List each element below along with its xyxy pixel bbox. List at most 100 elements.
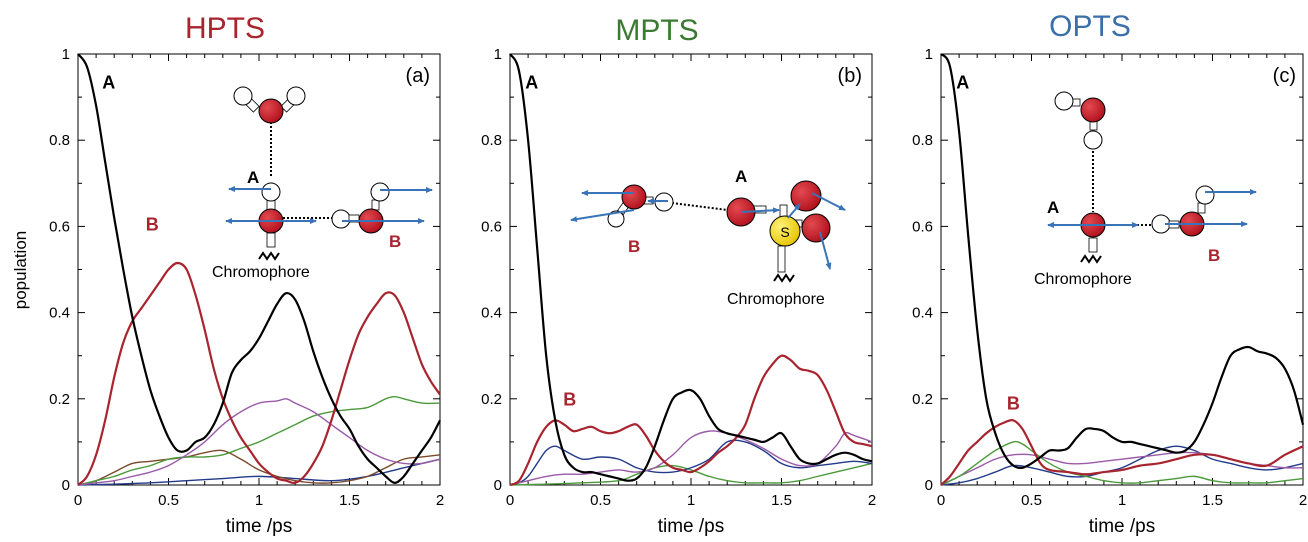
series-line	[940, 53, 1305, 469]
hydrogen-atom	[286, 86, 306, 106]
bond-stick	[1197, 202, 1206, 214]
panel-hpts: HPTS 0 0.5 1 1.5 200.20.40.60.81 AB (a) time…	[49, 12, 444, 537]
x-tick-label: 2	[436, 492, 444, 509]
bond-stick	[1088, 237, 1098, 253]
x-tick-label: 1.5	[339, 492, 360, 509]
motion-arrow	[819, 231, 832, 270]
chromophore-squiggle	[1080, 254, 1102, 264]
series-line	[940, 440, 1304, 486]
y-tick-label: 0.2	[912, 391, 933, 408]
series-line	[509, 354, 873, 487]
x-tick-label: 0	[937, 492, 945, 509]
series-line	[509, 53, 873, 482]
y-tick-label: 0	[62, 477, 70, 494]
inset-label-a: A	[735, 167, 747, 186]
hydrogen-atom	[261, 182, 281, 202]
bond-line	[671, 202, 729, 211]
series-line	[509, 430, 873, 486]
inset-label-chromophore: Chromophore	[727, 291, 825, 308]
x-tick-label: 0.5	[1021, 492, 1042, 509]
x-axis-label: time /ps	[658, 516, 725, 537]
x-tick-label: 1	[255, 492, 263, 509]
x-tick-label: 2	[1299, 492, 1307, 509]
molecule-inset: A B Chromophore	[1034, 91, 1257, 288]
y-tick-label: 1	[494, 46, 502, 63]
motion-arrow	[570, 209, 635, 223]
x-tick-label: 1.5	[1202, 492, 1223, 509]
x-axis-label: time /ps	[226, 516, 293, 537]
series-layer: AB	[509, 53, 873, 487]
motion-arrow	[740, 207, 780, 214]
y-axis-label: population	[11, 231, 30, 309]
hydrogen-atom	[233, 86, 253, 106]
y-tick-label: 0.6	[481, 218, 502, 235]
oxygen-atom	[258, 98, 284, 124]
y-tick-label: 0.2	[481, 391, 502, 408]
panel-title: MPTS	[615, 14, 698, 47]
axis-ticks: 0 0.5 1 1.5 2 0 0.2 0.4 0.6 0.8 1	[912, 46, 1307, 509]
y-tick-label: 0.4	[481, 305, 502, 322]
inset-label-sulfur: S	[780, 224, 789, 240]
panel-mpts: MPTS 0 0.5 1 1.5 200.20.40.60.81 AB (b) time…	[481, 14, 876, 537]
series-line	[77, 261, 441, 486]
chromophore-squiggle	[773, 273, 795, 283]
inset-label-chromophore: Chromophore	[212, 264, 310, 281]
hydrogen-atom	[1054, 91, 1074, 111]
x-tick-label: 0	[506, 492, 514, 509]
panel-opts: OPTS 0 0.5 1 1.5 200.20.40.60.81 AB (c) time…	[912, 10, 1307, 537]
axis-ticks: 0 0.5 1 1.5 2 0 0.2 0.4 0.6 0.8 1	[49, 46, 444, 509]
bond-stick	[779, 204, 788, 218]
inset-label-b: B	[389, 232, 401, 251]
bond-stick	[777, 245, 786, 273]
panel-title: HPTS	[185, 12, 265, 45]
x-tick-label: 0.5	[158, 492, 179, 509]
axis-ticks: 0 0.5 1 1.5 2 0 0.2 0.4 0.6 0.8 1	[481, 46, 876, 509]
curve-label: A	[956, 72, 969, 92]
series-layer: AB	[940, 53, 1305, 486]
hydrogen-atom	[331, 209, 351, 229]
series-layer: AB	[77, 53, 441, 486]
motion-arrow	[787, 203, 801, 219]
x-tick-label: 1	[687, 492, 695, 509]
chromophore-squiggle	[258, 251, 280, 261]
series-line	[77, 395, 441, 486]
hydrogen-atom	[1195, 185, 1215, 205]
y-tick-label: 0.4	[912, 305, 933, 322]
bond-stick	[371, 199, 380, 211]
series-line	[77, 458, 441, 486]
inset-label-a: A	[247, 168, 259, 187]
curve-label: B	[563, 389, 576, 409]
bond-stick	[266, 232, 276, 248]
hydrogen-atom	[607, 210, 625, 228]
panel-title: OPTS	[1049, 10, 1131, 43]
inset-label-b: B	[628, 237, 640, 256]
inset-label-a: A	[1047, 198, 1059, 217]
y-tick-label: 0.8	[912, 132, 933, 149]
y-tick-label: 0	[925, 477, 933, 494]
x-tick-label: 2	[868, 492, 876, 509]
motion-arrow	[811, 192, 846, 211]
x-tick-label: 1.5	[771, 492, 792, 509]
curve-label: B	[1007, 394, 1020, 414]
inset-label-b: B	[1208, 246, 1220, 265]
hydrogen-atom	[1083, 130, 1103, 150]
curve-label: B	[146, 215, 159, 235]
y-tick-label: 1	[925, 46, 933, 63]
x-axis-label: time /ps	[1089, 516, 1156, 537]
panel-label: (a)	[406, 65, 430, 87]
y-tick-label: 1	[62, 46, 70, 63]
inset-label-chromophore: Chromophore	[1034, 271, 1132, 288]
oxygen-atom	[1080, 97, 1106, 123]
series-line	[940, 418, 1304, 486]
y-tick-label: 0	[494, 477, 502, 494]
y-tick-label: 0.2	[49, 391, 70, 408]
y-tick-label: 0.4	[49, 305, 70, 322]
series-line	[77, 53, 441, 484]
plot-frame	[509, 53, 873, 486]
panel-label: (c)	[1273, 65, 1296, 87]
panel-label: (b)	[838, 65, 862, 87]
y-tick-label: 0.6	[49, 218, 70, 235]
y-tick-label: 0.8	[481, 132, 502, 149]
hydrogen-atom	[370, 182, 390, 202]
